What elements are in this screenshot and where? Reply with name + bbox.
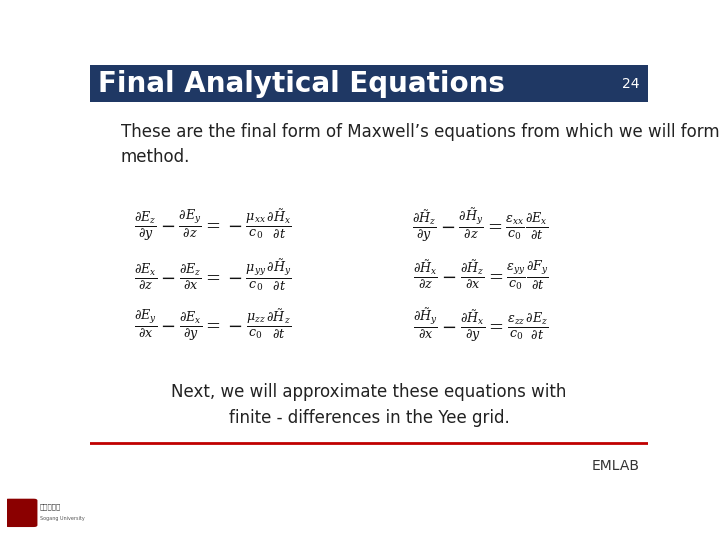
Text: These are the final form of Maxwell’s equations from which we will formulate the: These are the final form of Maxwell’s eq… xyxy=(121,123,720,166)
Text: $\frac{\partial \tilde{H}_z}{\partial y} - \frac{\partial \tilde{H}_y}{\partial : $\frac{\partial \tilde{H}_z}{\partial y}… xyxy=(413,206,549,244)
Text: $\frac{\partial \tilde{H}_x}{\partial z} - \frac{\partial \tilde{H}_z}{\partial : $\frac{\partial \tilde{H}_x}{\partial z}… xyxy=(413,258,549,292)
Text: $\frac{\partial E_x}{\partial z} - \frac{\partial E_z}{\partial x} = -\frac{\mu_: $\frac{\partial E_x}{\partial z} - \frac… xyxy=(134,256,292,293)
Text: Final Analytical Equations: Final Analytical Equations xyxy=(99,70,505,98)
Text: 24: 24 xyxy=(622,77,639,91)
Text: $\frac{\partial E_z}{\partial y} - \frac{\partial E_y}{\partial z} = -\frac{\mu_: $\frac{\partial E_z}{\partial y} - \frac… xyxy=(134,206,292,243)
Text: $\frac{\partial E_y}{\partial x} - \frac{\partial E_x}{\partial y} = -\frac{\mu_: $\frac{\partial E_y}{\partial x} - \frac… xyxy=(134,306,292,343)
Text: Sogang University: Sogang University xyxy=(40,516,84,521)
FancyBboxPatch shape xyxy=(90,65,648,102)
Text: EMLAB: EMLAB xyxy=(592,459,639,473)
Text: 서강대학교: 서강대학교 xyxy=(40,503,61,510)
Text: Next, we will approximate these equations with
finite - differences in the Yee g: Next, we will approximate these equation… xyxy=(171,383,567,427)
FancyBboxPatch shape xyxy=(5,499,37,527)
Text: $\frac{\partial \tilde{H}_y}{\partial x} - \frac{\partial \tilde{H}_x}{\partial : $\frac{\partial \tilde{H}_y}{\partial x}… xyxy=(413,305,549,344)
